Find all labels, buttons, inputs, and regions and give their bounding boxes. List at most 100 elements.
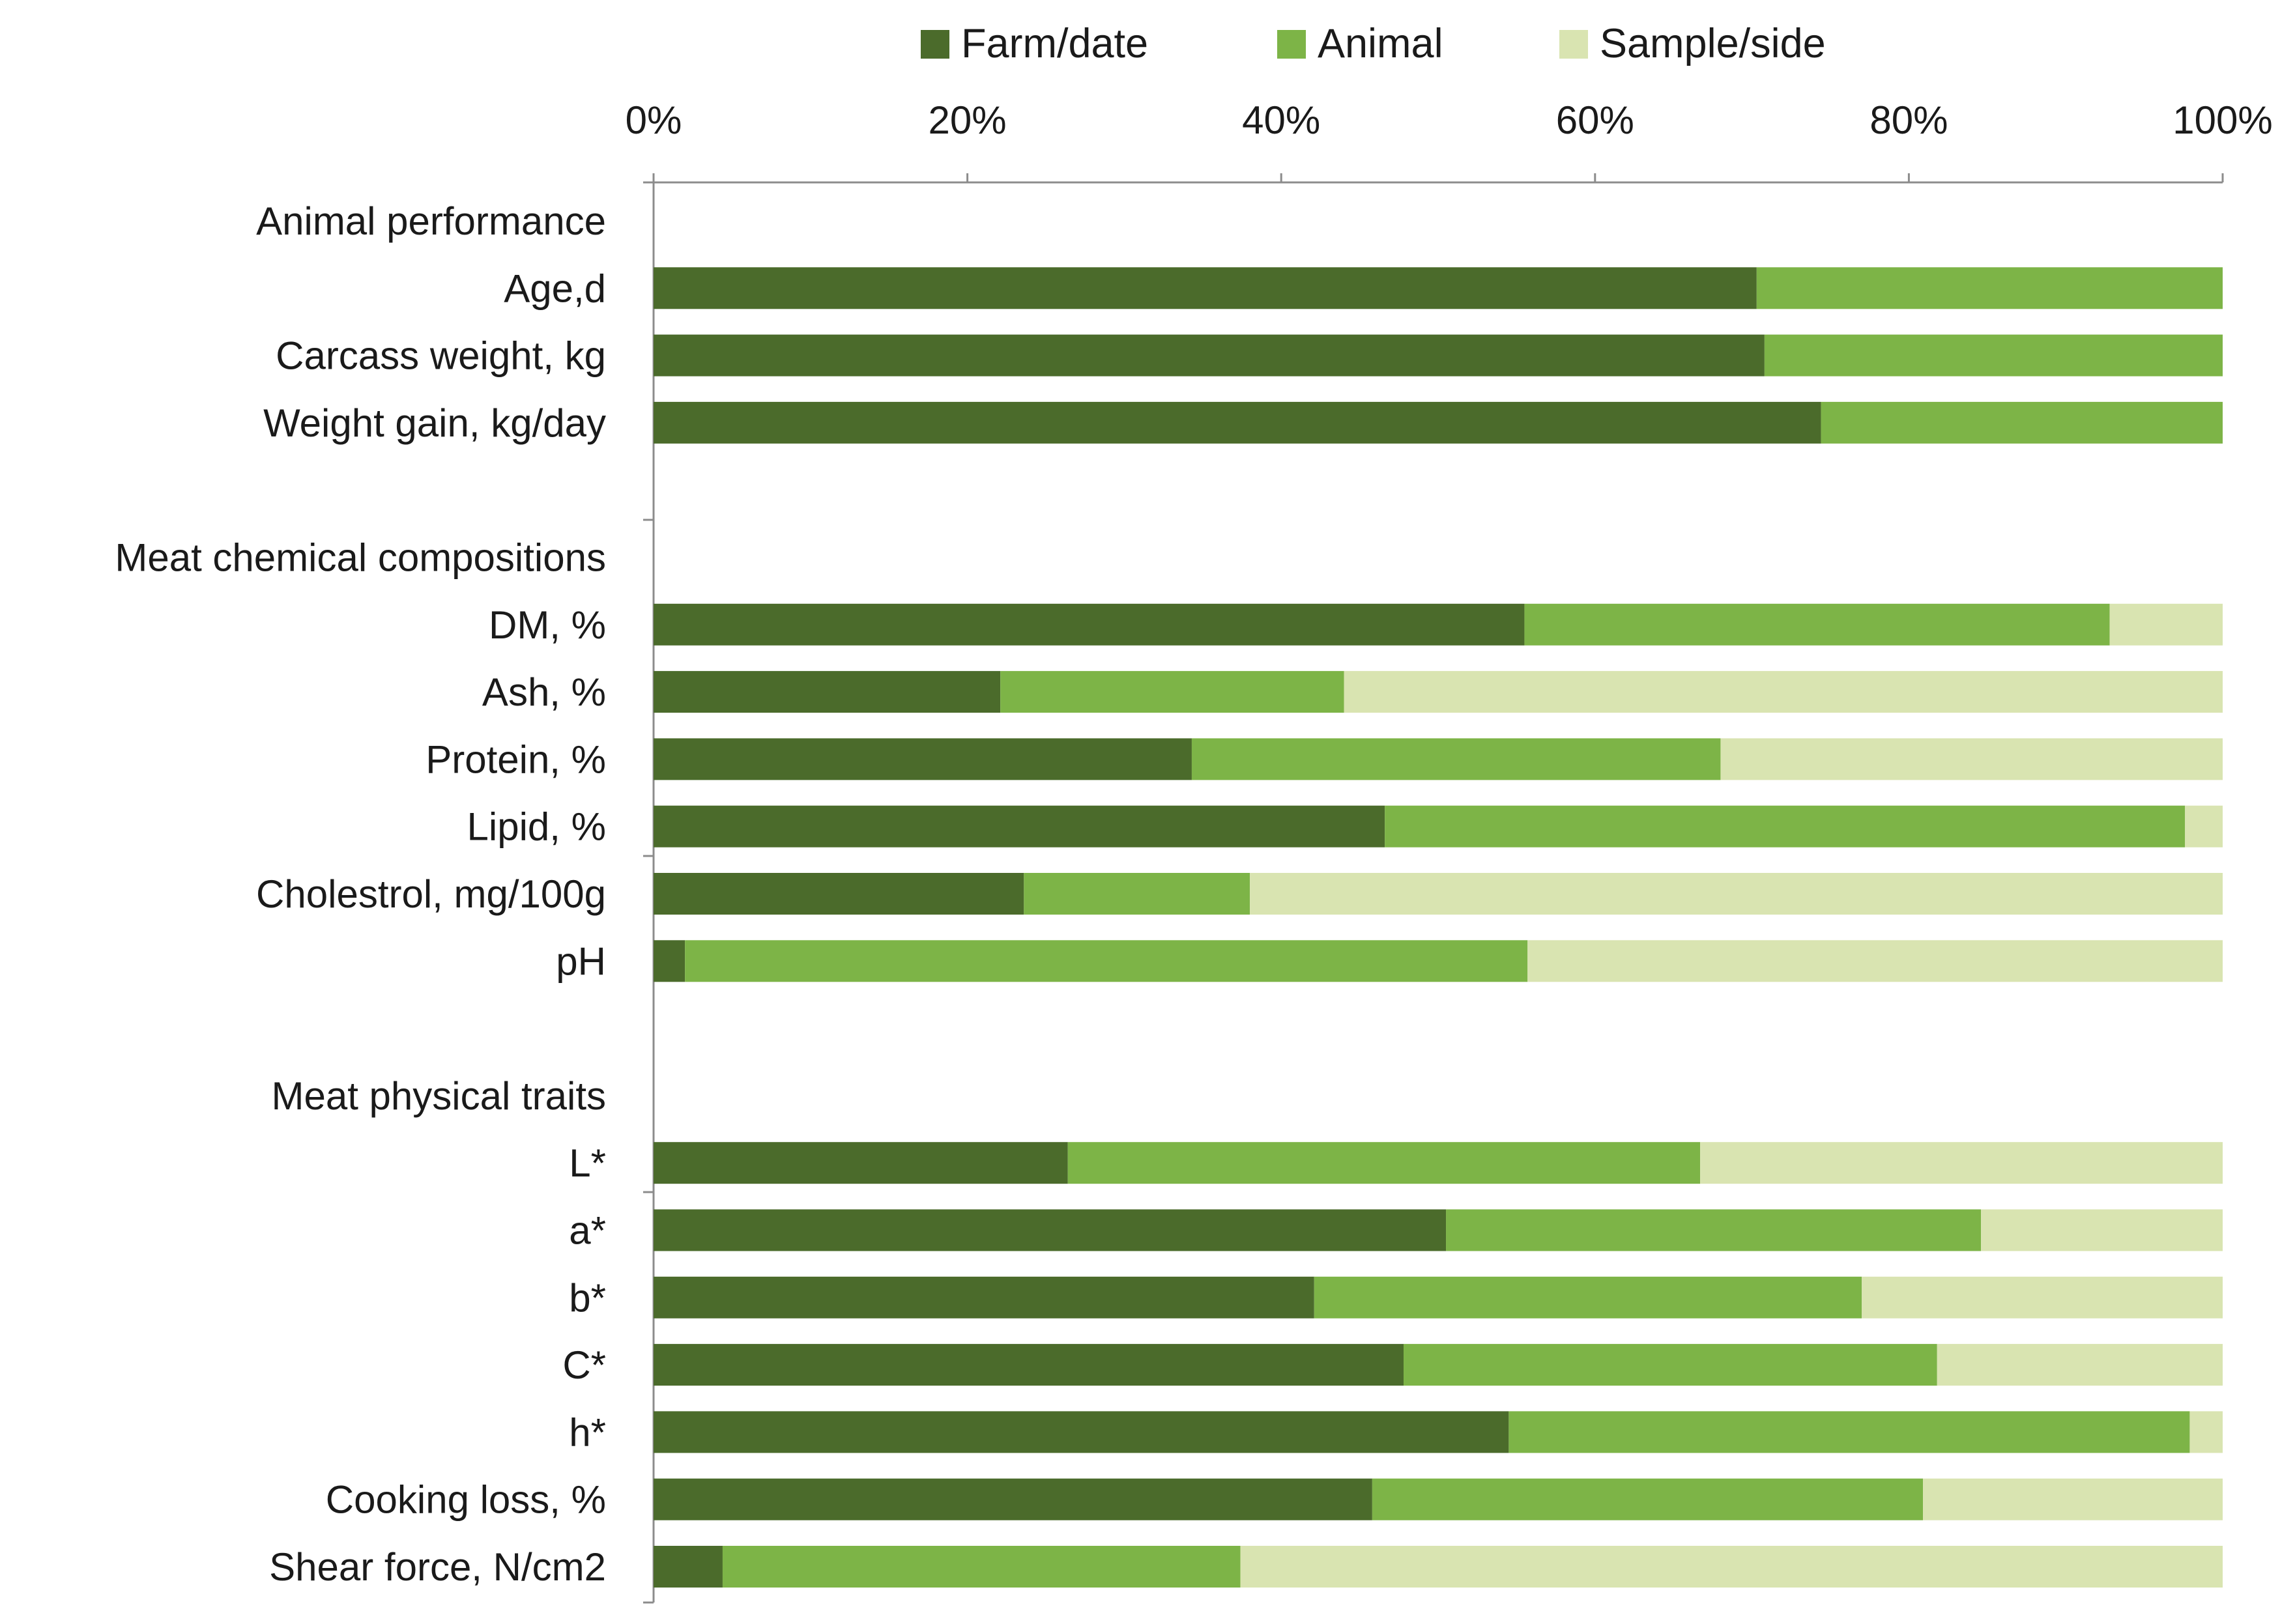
bar-row-a	[654, 1209, 2223, 1251]
group-header-label: Animal performance	[256, 199, 606, 243]
x-axis: 0% 20% 40% 60% 80% 100%	[626, 98, 2273, 184]
category-label: Age,d	[504, 266, 606, 310]
bar-segment-sample-side	[1240, 1546, 2223, 1588]
bar-segment-sample-side	[1527, 940, 2223, 982]
legend-item-animal: Animal	[1277, 21, 1443, 66]
bar-segment-sample-side	[2109, 603, 2223, 646]
bar-segment-sample-side	[2185, 805, 2223, 848]
bar-segment-animal	[1764, 334, 2223, 377]
bar-segment-farm-date	[654, 1276, 1314, 1318]
bar-segment-animal	[1000, 671, 1344, 713]
bar-row-dm	[654, 603, 2223, 646]
legend-label-animal: Animal	[1318, 21, 1443, 66]
bar-segment-sample-side	[1937, 1344, 2223, 1386]
bar-segment-animal	[1508, 1411, 2190, 1453]
bar-segment-animal	[1024, 873, 1250, 915]
category-label: Weight gain, kg/day	[263, 401, 606, 445]
bar-row-cooking-loss	[654, 1478, 2223, 1520]
group-header-label: Meat physical traits	[271, 1074, 606, 1118]
bar-segment-animal	[1314, 1276, 1862, 1318]
legend: Farm/date Animal Sample/side	[921, 21, 1826, 66]
bar-row-l	[654, 1142, 2223, 1184]
bar-segment-sample-side	[1923, 1478, 2223, 1520]
category-label: b*	[569, 1276, 606, 1320]
group-header-label: Meat chemical compositions	[115, 536, 606, 580]
category-label: pH	[556, 939, 606, 983]
bar-row-age-d	[654, 267, 2223, 309]
category-label: Cholestrol, mg/100g	[256, 872, 606, 916]
x-tick-label: 0%	[626, 98, 682, 142]
bar-segment-animal	[1821, 401, 2223, 444]
bar-segment-farm-date	[654, 940, 686, 982]
bar-segment-farm-date	[654, 1478, 1372, 1520]
bar-segment-animal	[1191, 738, 1721, 780]
legend-label-sample-side: Sample/side	[1600, 21, 1826, 66]
bar-segment-animal	[1385, 805, 2186, 848]
bar-segment-animal	[1524, 603, 2110, 646]
bar-row-b	[654, 1276, 2223, 1318]
bar-segment-farm-date	[654, 267, 1757, 309]
category-label: Lipid, %	[467, 805, 606, 849]
bar-segment-sample-side	[1720, 738, 2223, 780]
legend-label-farm-date: Farm/date	[961, 21, 1148, 66]
x-tick-label: 80%	[1869, 98, 1948, 142]
category-label: L*	[569, 1141, 606, 1185]
category-label: a*	[569, 1209, 606, 1253]
bar-row-protein	[654, 738, 2223, 780]
bar-segment-farm-date	[654, 1411, 1509, 1453]
bar-segment-farm-date	[654, 873, 1024, 915]
category-label: Ash, %	[482, 670, 606, 714]
bar-row-h	[654, 1411, 2223, 1453]
bar-segment-farm-date	[654, 1209, 1447, 1251]
bar-row-shear-force-n-cm2	[654, 1546, 2223, 1588]
x-tick-label: 100%	[2172, 98, 2272, 142]
bar-segment-sample-side	[1700, 1142, 2223, 1184]
bar-segment-animal	[1372, 1478, 1924, 1520]
category-label: Shear force, N/cm2	[269, 1545, 606, 1589]
bar-row-c	[654, 1344, 2223, 1386]
bar-segment-farm-date	[654, 603, 1525, 646]
bar-segment-animal	[1446, 1209, 1982, 1251]
bar-segment-farm-date	[654, 1546, 723, 1588]
bar-segment-animal	[1404, 1344, 1937, 1386]
bar-segment-farm-date	[654, 1344, 1404, 1386]
bar-segment-sample-side	[1250, 873, 2223, 915]
bar-segment-sample-side	[1344, 671, 2223, 713]
bar-segment-farm-date	[654, 805, 1385, 848]
bar-segment-sample-side	[1981, 1209, 2223, 1251]
bar-segment-farm-date	[654, 1142, 1068, 1184]
bars	[654, 267, 2223, 1588]
legend-item-farm-date: Farm/date	[921, 21, 1148, 66]
legend-swatch-farm-date	[921, 30, 949, 59]
bar-segment-farm-date	[654, 671, 1001, 713]
bar-segment-farm-date	[654, 334, 1765, 377]
legend-item-sample-side: Sample/side	[1559, 21, 1826, 66]
category-label: Carcass weight, kg	[276, 334, 606, 378]
bar-row-weight-gain-kg-day	[654, 401, 2223, 444]
bar-segment-animal	[1067, 1142, 1701, 1184]
bar-segment-farm-date	[654, 738, 1192, 780]
bar-row-ash	[654, 671, 2223, 713]
bar-row-cholestrol-mg-100g	[654, 873, 2223, 915]
bar-segment-animal	[685, 940, 1528, 982]
bar-segment-animal	[1756, 267, 2223, 309]
category-label: C*	[562, 1343, 606, 1387]
bar-segment-sample-side	[1862, 1276, 2223, 1318]
y-axis: Animal performance Age,d Carcass weight, k…	[115, 181, 655, 1604]
category-label: DM, %	[489, 603, 606, 647]
bar-segment-animal	[722, 1546, 1241, 1588]
bar-segment-sample-side	[2189, 1411, 2223, 1453]
category-label: h*	[569, 1410, 606, 1454]
legend-swatch-animal	[1277, 30, 1306, 59]
category-label: Protein, %	[426, 737, 606, 781]
x-tick-label: 40%	[1242, 98, 1320, 142]
bar-segment-farm-date	[654, 401, 1821, 444]
x-tick-label: 60%	[1556, 98, 1634, 142]
bar-row-carcass-weight-kg	[654, 334, 2223, 377]
bar-row-ph	[654, 940, 2223, 982]
x-tick-label: 20%	[929, 98, 1007, 142]
bar-row-lipid	[654, 805, 2223, 848]
category-label: Cooking loss, %	[326, 1478, 606, 1522]
legend-swatch-sample-side	[1559, 30, 1588, 59]
